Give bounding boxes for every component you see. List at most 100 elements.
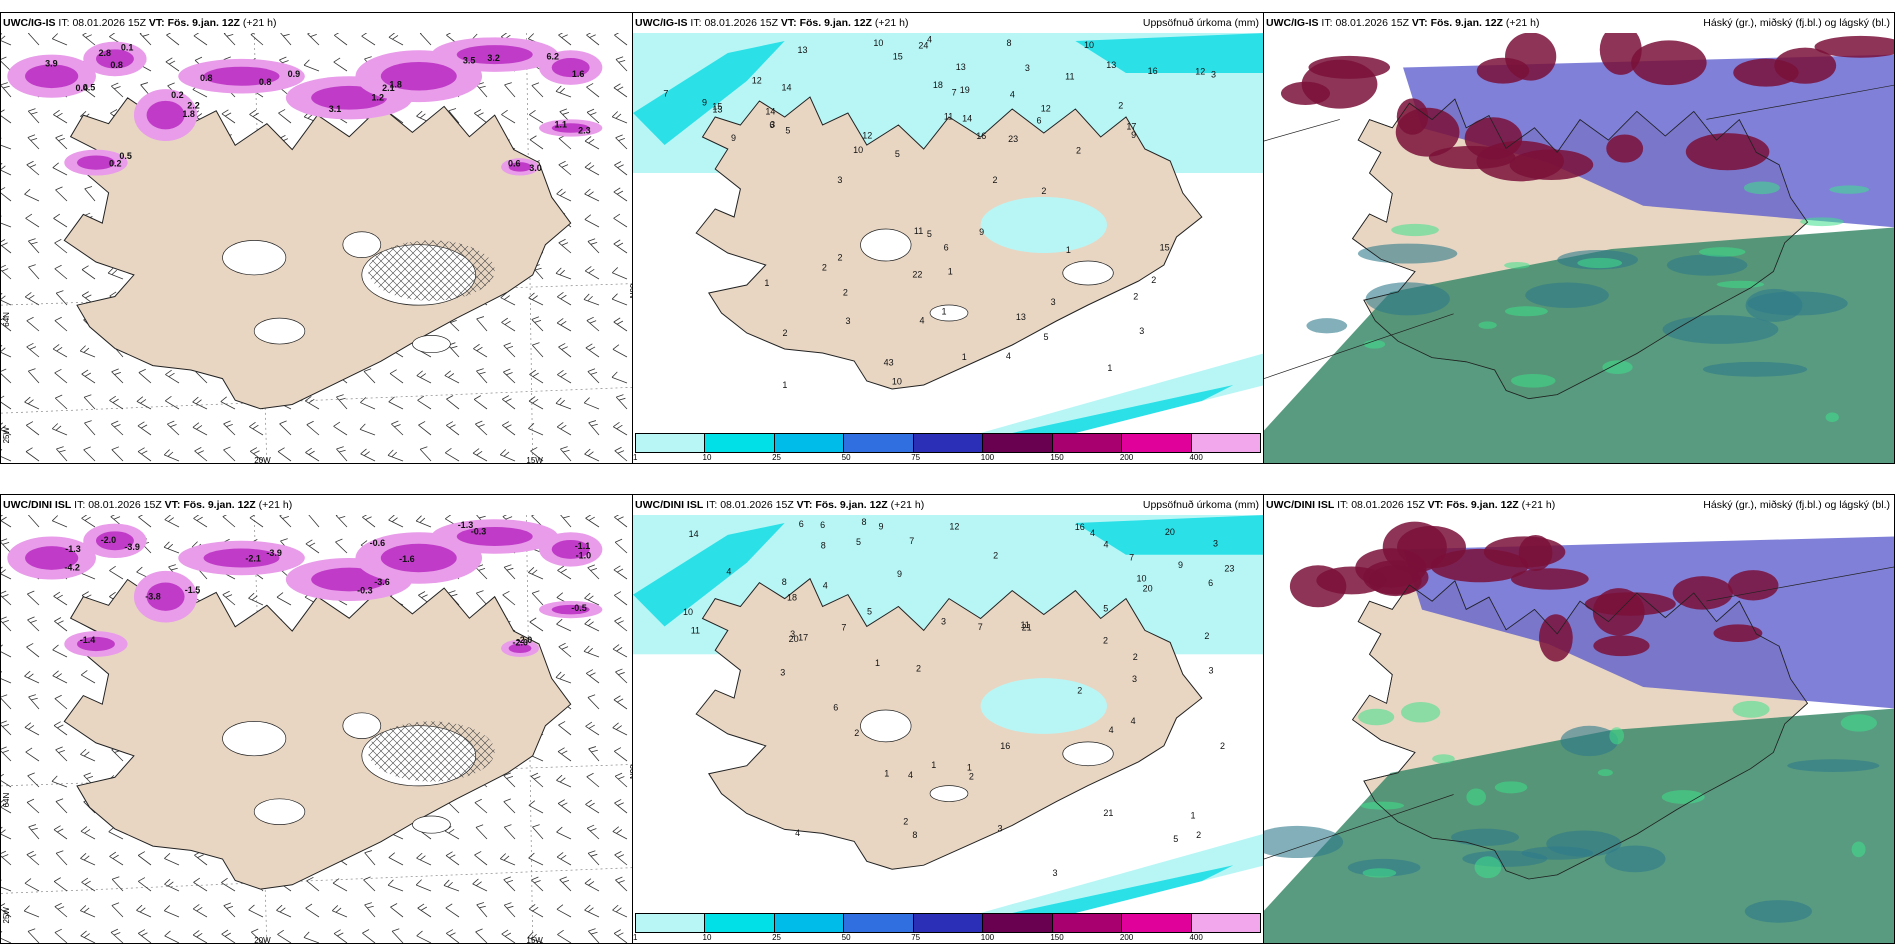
snow-value: 0.8 bbox=[200, 73, 213, 83]
low-cloud bbox=[1584, 592, 1676, 616]
it-label: IT: bbox=[1337, 499, 1349, 511]
snow-value: -0.3 bbox=[471, 526, 487, 536]
colorbar-swatch bbox=[1191, 434, 1260, 452]
precip-value: 16 bbox=[976, 131, 986, 141]
wind-barb bbox=[584, 136, 600, 150]
wind-barb bbox=[54, 264, 68, 280]
lon-label: 25W bbox=[2, 427, 11, 444]
wind-barb bbox=[24, 722, 40, 736]
panel-header: UWC/DINI ISL IT: 08.01.2026 15Z VT: Fös.… bbox=[1264, 495, 1894, 515]
colorbar-swatch bbox=[705, 914, 775, 932]
wind-barb bbox=[1, 33, 12, 46]
init-time: 08.01.2026 15Z bbox=[72, 17, 146, 29]
wind-barb bbox=[305, 539, 320, 554]
snow-value: -1.0 bbox=[576, 550, 592, 560]
snow-core bbox=[95, 531, 134, 551]
wind-barb bbox=[1, 773, 12, 788]
cloud-fleck bbox=[1360, 801, 1405, 810]
snow-value: -0.3 bbox=[357, 585, 373, 595]
cloud-fleck bbox=[1494, 781, 1528, 794]
precip-value: 24 bbox=[918, 40, 928, 50]
snow-value: 2.1 bbox=[382, 83, 395, 93]
panel-header: UWC/DINI ISL IT: 08.01.2026 15Z VT: Fös.… bbox=[633, 495, 1263, 515]
wind-barb bbox=[419, 33, 432, 46]
wind-barb bbox=[164, 930, 180, 943]
wind-barb bbox=[583, 397, 600, 410]
snow-core bbox=[25, 546, 79, 570]
precip-value: 4 bbox=[726, 566, 731, 576]
snow-core bbox=[551, 604, 590, 615]
graticule-line bbox=[1706, 566, 1894, 602]
precip-value: 5 bbox=[785, 126, 790, 136]
wind-barb bbox=[388, 396, 404, 410]
wind-barb bbox=[1, 879, 12, 892]
wind-barb bbox=[503, 564, 516, 580]
wind-barb bbox=[555, 267, 572, 280]
wind-barb bbox=[585, 515, 600, 528]
colorbar-tick: 25 bbox=[772, 453, 782, 462]
wind-barb bbox=[305, 447, 320, 462]
wind-barb bbox=[472, 878, 488, 892]
precip-value: 4 bbox=[927, 35, 932, 45]
precip-value: 2 bbox=[1077, 686, 1082, 696]
wind-barb bbox=[52, 344, 68, 358]
colorbar-swatch bbox=[844, 434, 914, 452]
lon-label: 15W bbox=[526, 936, 543, 944]
colorbar-tick: 75 bbox=[911, 933, 921, 942]
precip-value: 3 bbox=[780, 668, 785, 678]
wind-barb bbox=[531, 590, 544, 606]
precip-value: 1 bbox=[1066, 245, 1071, 255]
precip-value: 13 bbox=[956, 62, 966, 72]
precip-value: 10 bbox=[892, 376, 902, 386]
precip-value: 2 bbox=[1103, 636, 1108, 646]
cloud-fleck bbox=[1743, 181, 1780, 195]
wind-barb bbox=[556, 774, 572, 788]
snow-core bbox=[146, 582, 185, 611]
iceland-land bbox=[63, 574, 572, 890]
cloud-streak bbox=[1546, 830, 1622, 857]
wind-barb bbox=[1, 616, 12, 632]
precip-value: 9 bbox=[731, 133, 736, 143]
wind-barb bbox=[250, 33, 264, 46]
glacier bbox=[412, 815, 451, 834]
wind-barb bbox=[416, 852, 432, 866]
wind-barb bbox=[503, 798, 516, 814]
wind-barb bbox=[221, 877, 236, 892]
wind-barb bbox=[363, 368, 376, 384]
wind-barb bbox=[615, 668, 628, 684]
wind-barb bbox=[24, 396, 40, 410]
wind-barb bbox=[503, 368, 516, 384]
wind-barb bbox=[557, 291, 572, 306]
low-cloud bbox=[1538, 614, 1573, 662]
lead-time: (+21 h) bbox=[242, 17, 277, 29]
wind-barb bbox=[335, 515, 348, 528]
model-name: UWC/DINI ISL bbox=[635, 499, 704, 511]
wind-barb bbox=[333, 421, 348, 436]
snow-core bbox=[380, 61, 457, 91]
wind-barb bbox=[109, 395, 124, 410]
glacier bbox=[342, 712, 382, 739]
wind-barb bbox=[584, 448, 600, 462]
wind-barb bbox=[389, 369, 404, 384]
wind-barb bbox=[388, 515, 404, 528]
precip-value: 5 bbox=[1043, 332, 1048, 342]
wind-barb bbox=[250, 447, 264, 462]
wind-barb bbox=[615, 876, 628, 892]
wind-barb bbox=[585, 721, 600, 736]
snow-value: 0.5 bbox=[83, 82, 96, 92]
snow-value: -2.1 bbox=[245, 553, 261, 563]
wind-barb bbox=[556, 188, 572, 202]
cloud-fleck bbox=[1609, 727, 1625, 745]
wind-barb bbox=[613, 421, 628, 436]
lead-time: (+21 h) bbox=[890, 499, 925, 511]
precip-value: 6 bbox=[833, 703, 838, 713]
lon-label: 15W bbox=[526, 456, 543, 464]
wind-barb bbox=[528, 800, 544, 814]
precip-colorbar: 1 10 25 50 75 100 150 200 400 bbox=[633, 433, 1261, 462]
wind-barb bbox=[614, 799, 628, 814]
cloud-fleck bbox=[1602, 360, 1633, 375]
wind-barb bbox=[333, 57, 348, 72]
cloud-layers bbox=[1264, 521, 1894, 943]
wind-barb bbox=[55, 134, 68, 150]
